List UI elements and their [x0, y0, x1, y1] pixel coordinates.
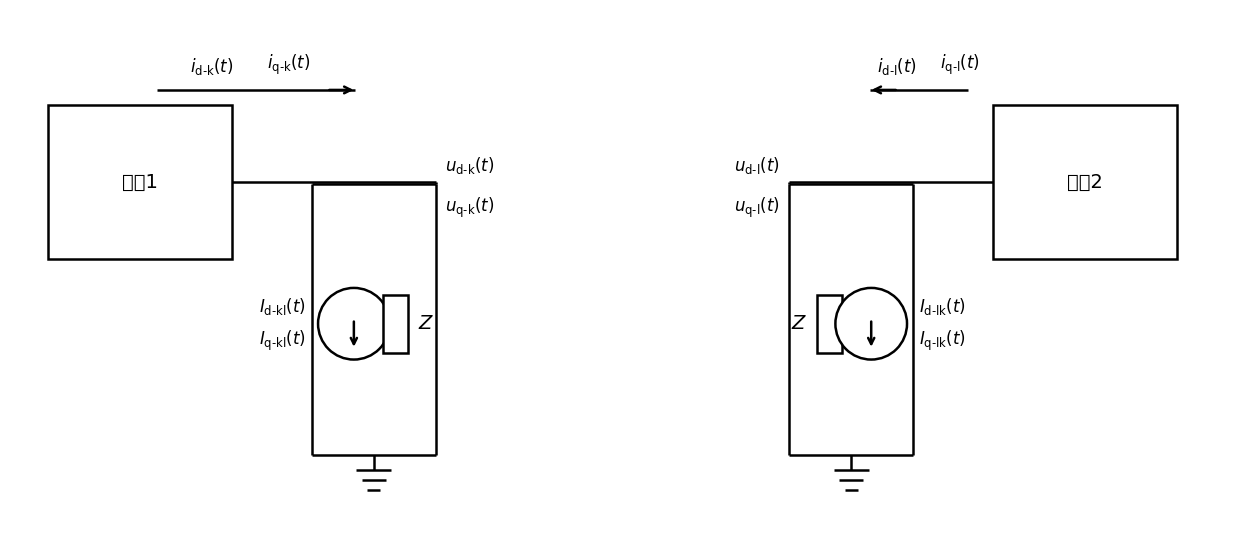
Text: $I_{\rm q\text{-}kl}(t)$: $I_{\rm q\text{-}kl}(t)$: [259, 329, 306, 353]
Text: $I_{\rm d\text{-}lk}(t)$: $I_{\rm d\text{-}lk}(t)$: [919, 296, 966, 317]
Text: $I_{\rm q\text{-}lk}(t)$: $I_{\rm q\text{-}lk}(t)$: [919, 329, 966, 353]
Text: 网络2: 网络2: [1068, 172, 1104, 191]
Bar: [383, 295, 408, 353]
Text: $i_{\rm q\text{-}l}(t)$: $i_{\rm q\text{-}l}(t)$: [940, 53, 981, 77]
Text: $u_{\rm d\text{-}l}(t)$: $u_{\rm d\text{-}l}(t)$: [734, 155, 780, 176]
Circle shape: [836, 288, 906, 360]
Text: $i_{\rm d\text{-}l}(t)$: $i_{\rm d\text{-}l}(t)$: [877, 56, 916, 77]
Bar: [993, 105, 1177, 259]
Text: $Z$: $Z$: [418, 314, 434, 333]
Text: $i_{\rm d\text{-}k}(t)$: $i_{\rm d\text{-}k}(t)$: [190, 56, 233, 77]
Text: 网络1: 网络1: [122, 172, 157, 191]
Bar: [817, 295, 842, 353]
Text: $Z$: $Z$: [791, 314, 807, 333]
Circle shape: [317, 288, 389, 360]
Text: $u_{\rm d\text{-}k}(t)$: $u_{\rm d\text{-}k}(t)$: [445, 155, 495, 176]
Text: $i_{\rm q\text{-}k}(t)$: $i_{\rm q\text{-}k}(t)$: [267, 53, 310, 77]
Bar: [48, 105, 232, 259]
Text: $u_{\rm q\text{-}k}(t)$: $u_{\rm q\text{-}k}(t)$: [445, 196, 495, 220]
Text: $I_{\rm d\text{-}kl}(t)$: $I_{\rm d\text{-}kl}(t)$: [259, 296, 306, 317]
Text: $u_{\rm q\text{-}l}(t)$: $u_{\rm q\text{-}l}(t)$: [734, 196, 780, 220]
